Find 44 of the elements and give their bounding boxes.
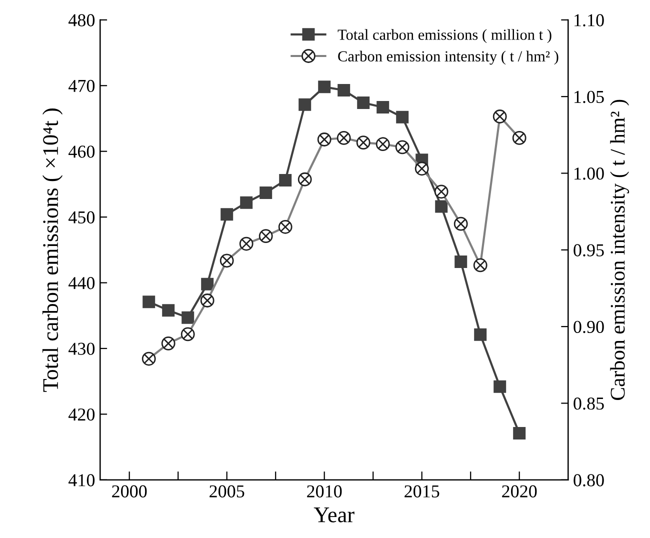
- point: [298, 98, 312, 111]
- y-tick-label: 430: [68, 342, 95, 355]
- y2-tick-label: 0.85: [574, 397, 604, 410]
- y-tick-label: 420: [68, 408, 95, 421]
- y2-tick-label: 0.90: [574, 320, 604, 334]
- y-tick-label: 470: [68, 80, 95, 92]
- x-tick-label: 2020: [502, 485, 537, 498]
- point: [201, 278, 214, 290]
- y2-tick-label: 1.05: [574, 90, 604, 104]
- legend-label: Carbon emission intensity ( t / hm² ): [338, 50, 558, 65]
- y-tick-label: 410: [68, 474, 95, 486]
- x-tick-label: 2015: [404, 485, 440, 498]
- y-axis-title: Total carbon emissions ( ×10⁴t ): [42, 108, 63, 392]
- point: [182, 311, 194, 324]
- point: [338, 84, 350, 96]
- point: [357, 96, 370, 109]
- point: [260, 186, 272, 199]
- point: [376, 101, 390, 114]
- point: [435, 200, 448, 213]
- point: [162, 304, 175, 317]
- y2-tick-label: 0.80: [574, 474, 604, 486]
- x-tick-label: 2010: [307, 485, 342, 498]
- y-tick-label: 480: [68, 14, 95, 26]
- point: [474, 328, 487, 341]
- point: [494, 380, 506, 393]
- x-tick-label: 2005: [210, 485, 244, 498]
- point: [318, 80, 331, 94]
- y-tick-label: 450: [68, 211, 95, 224]
- y-tick-label: 460: [68, 146, 95, 158]
- point: [513, 426, 526, 440]
- y2-tick-label: 0.95: [574, 244, 604, 256]
- legend-label: Total carbon emissions ( million t ): [338, 29, 552, 44]
- y-tick-label: 440: [68, 277, 95, 290]
- y2-tick-label: 1.00: [574, 167, 604, 180]
- point: [142, 296, 156, 308]
- point: [454, 255, 468, 268]
- point: [240, 196, 253, 209]
- point: [396, 110, 409, 124]
- point: [279, 174, 292, 186]
- y2-axis-title: Carbon emission intensity ( t / hm² ): [610, 100, 630, 400]
- y2-tick-label: 1.10: [574, 14, 604, 26]
- x-axis-title: Year: [314, 508, 354, 522]
- point: [220, 208, 234, 221]
- x-tick-label: 2000: [112, 485, 147, 498]
